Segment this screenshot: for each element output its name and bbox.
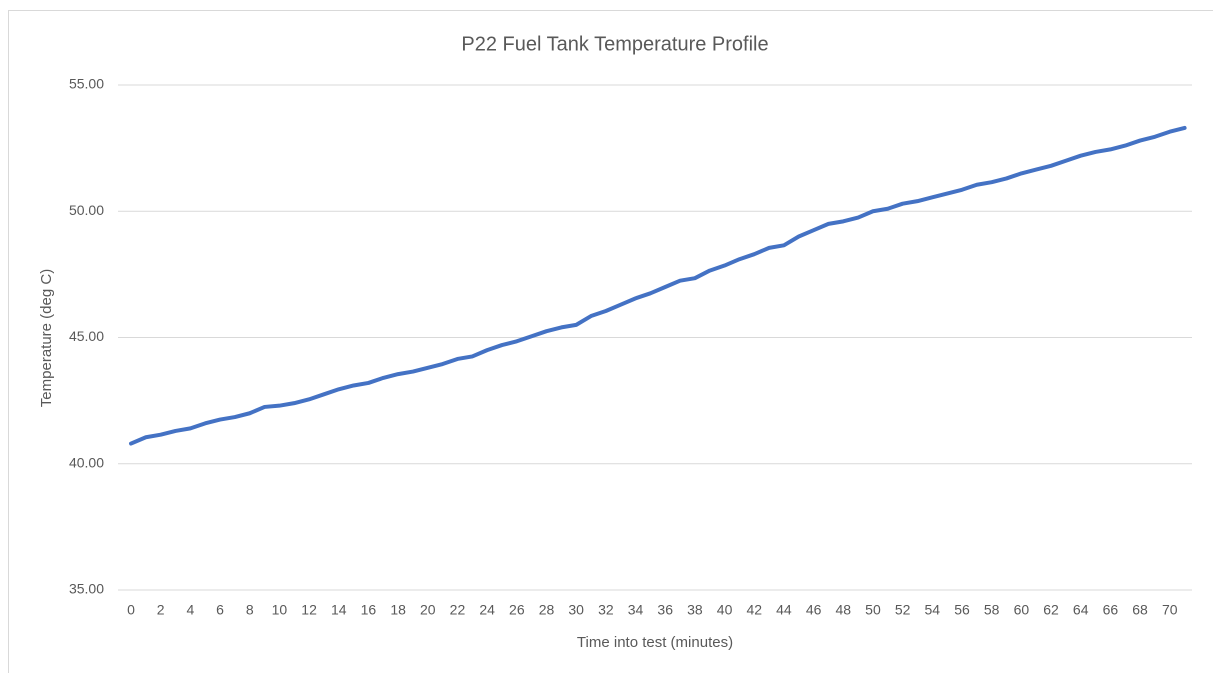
- x-tick-label: 22: [450, 602, 466, 618]
- x-tick-label: 6: [216, 602, 224, 618]
- x-tick-label: 48: [835, 602, 851, 618]
- x-tick-label: 70: [1162, 602, 1178, 618]
- x-tick-label: 4: [186, 602, 194, 618]
- x-tick-label: 68: [1132, 602, 1148, 618]
- data-line: [129, 125, 1187, 446]
- x-tick-label: 40: [717, 602, 733, 618]
- x-tick-label: 30: [568, 602, 584, 618]
- x-tick-label: 14: [331, 602, 347, 618]
- x-tick-label: 56: [954, 602, 970, 618]
- y-tick-label: 50.00: [69, 202, 104, 218]
- x-tick-label: 42: [746, 602, 762, 618]
- x-tick-label: 8: [246, 602, 254, 618]
- y-tick-label: 55.00: [69, 76, 104, 92]
- x-tick-label: 26: [509, 602, 525, 618]
- y-tick-label: 40.00: [69, 454, 104, 470]
- x-tick-label: 34: [628, 602, 644, 618]
- x-tick-label: 28: [539, 602, 555, 618]
- x-tick-label: 24: [479, 602, 495, 618]
- x-tick-label: 52: [895, 602, 911, 618]
- x-tick-label: 60: [1014, 602, 1030, 618]
- x-tick-label: 46: [806, 602, 822, 618]
- x-tick-label: 10: [272, 602, 288, 618]
- x-tick-label: 62: [1043, 602, 1059, 618]
- x-tick-label: 12: [301, 602, 317, 618]
- x-tick-label: 66: [1103, 602, 1119, 618]
- x-tick-label: 16: [361, 602, 377, 618]
- x-tick-label: 38: [687, 602, 703, 618]
- x-axis-label: Time into test (minutes): [577, 634, 733, 651]
- x-tick-label: 18: [390, 602, 406, 618]
- x-tick-label: 64: [1073, 602, 1089, 618]
- y-tick-label: 35.00: [69, 581, 104, 597]
- x-tick-label: 2: [157, 602, 165, 618]
- x-tick-label: 20: [420, 602, 436, 618]
- x-tick-label: 50: [865, 602, 881, 618]
- chart-title: P22 Fuel Tank Temperature Profile: [461, 33, 768, 55]
- chart-frame: [8, 10, 1213, 673]
- x-tick-label: 44: [776, 602, 792, 618]
- x-tick-label: 54: [925, 602, 941, 618]
- x-tick-label: 58: [984, 602, 1000, 618]
- y-tick-label: 45.00: [69, 328, 104, 344]
- x-tick-label: 36: [657, 602, 673, 618]
- x-tick-label: 32: [598, 602, 614, 618]
- x-tick-label: 0: [127, 602, 135, 618]
- y-axis-label: Temperature (deg C): [38, 269, 55, 407]
